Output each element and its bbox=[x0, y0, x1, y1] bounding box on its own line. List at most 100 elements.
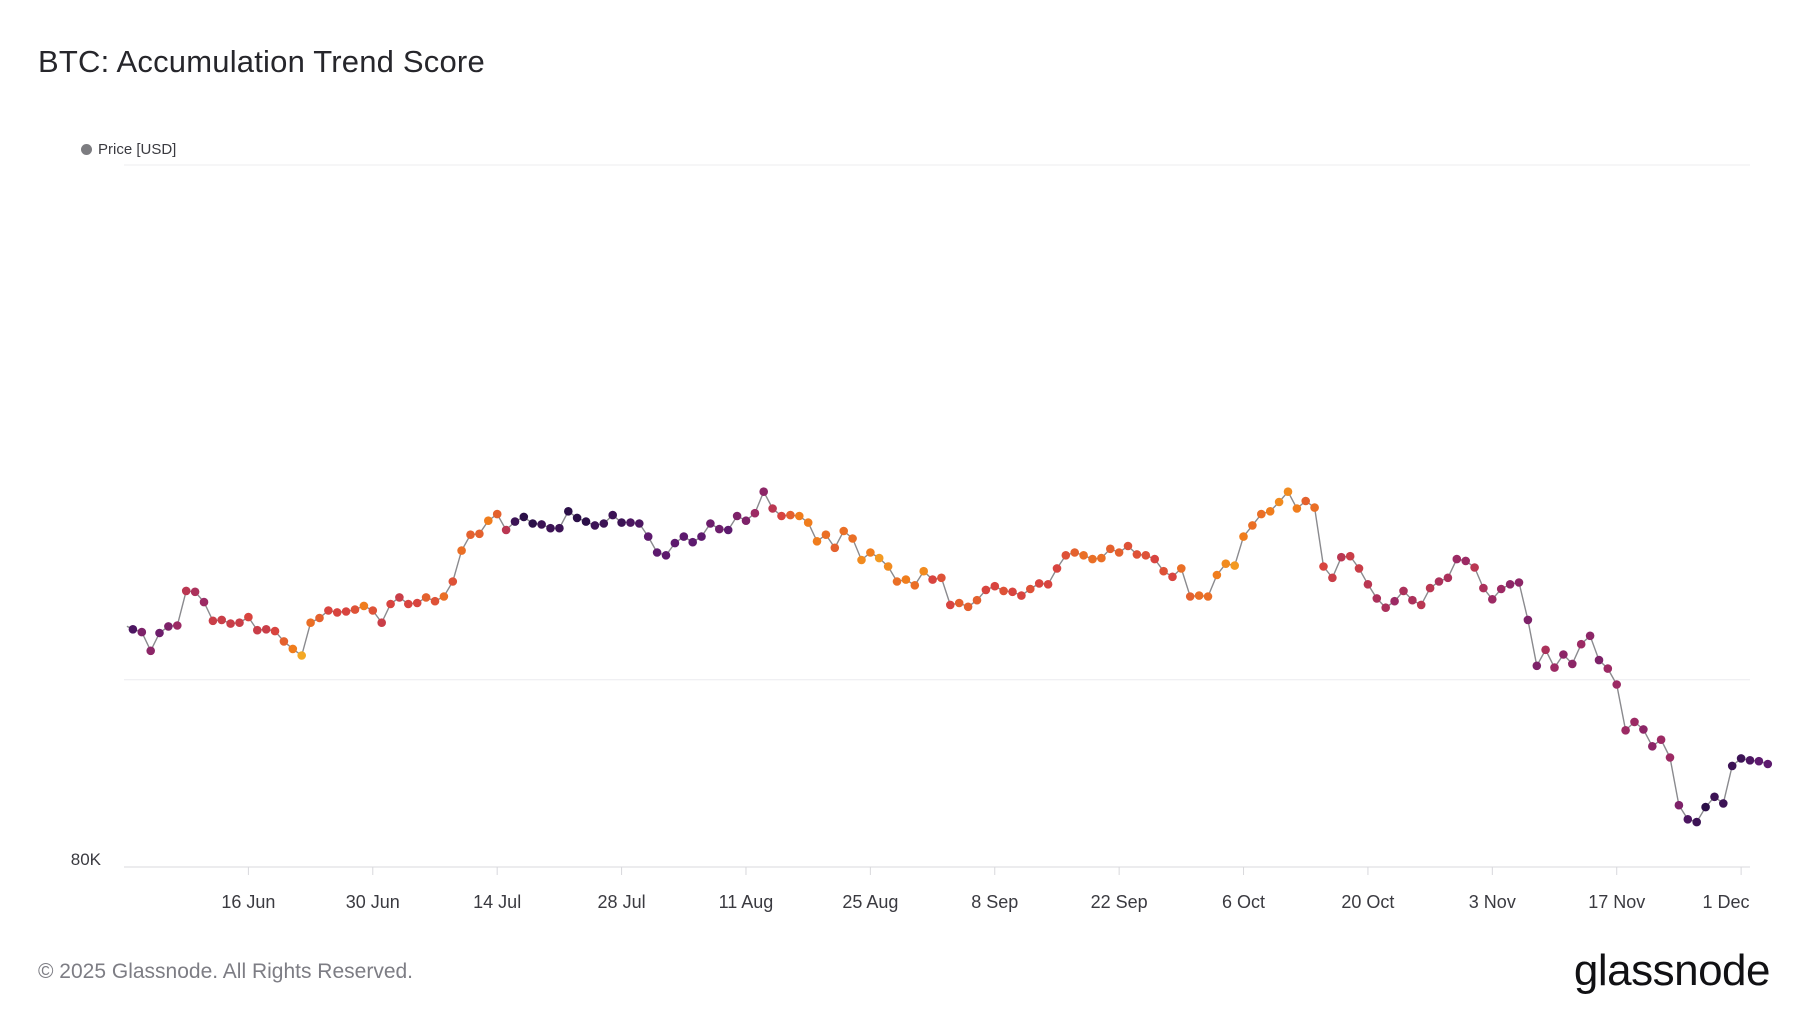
data-point bbox=[1230, 561, 1239, 570]
data-point bbox=[617, 518, 626, 527]
data-point bbox=[252, 625, 262, 635]
data-point bbox=[466, 530, 475, 539]
data-point bbox=[564, 507, 573, 516]
data-point bbox=[697, 532, 706, 541]
data-point bbox=[715, 524, 724, 534]
data-point bbox=[981, 585, 991, 595]
data-point bbox=[235, 618, 244, 627]
data-point bbox=[1648, 742, 1657, 751]
data-point bbox=[963, 602, 973, 612]
data-point bbox=[510, 517, 520, 526]
data-point bbox=[306, 618, 315, 627]
data-point bbox=[1541, 645, 1550, 655]
data-point bbox=[1505, 580, 1515, 589]
data-point bbox=[1283, 487, 1293, 497]
data-point bbox=[1097, 553, 1106, 563]
legend-dot-icon bbox=[81, 144, 92, 155]
legend-label: Price [USD] bbox=[98, 141, 177, 158]
data-point bbox=[1177, 564, 1186, 573]
data-point bbox=[1017, 591, 1026, 600]
data-point bbox=[1630, 717, 1639, 727]
data-point bbox=[1496, 584, 1506, 594]
data-point bbox=[350, 605, 360, 614]
data-point bbox=[1585, 631, 1595, 641]
data-point bbox=[848, 534, 857, 543]
x-tick-label-12: 1 Dec bbox=[1702, 892, 1749, 912]
data-point bbox=[1292, 504, 1302, 513]
data-point bbox=[821, 530, 831, 539]
data-point bbox=[315, 613, 324, 623]
data-point bbox=[1043, 580, 1053, 589]
data-point bbox=[1052, 564, 1062, 573]
data-point bbox=[1008, 587, 1017, 597]
data-point bbox=[217, 615, 226, 625]
data-point bbox=[1399, 586, 1408, 596]
data-point bbox=[741, 516, 751, 525]
data-point bbox=[546, 523, 555, 533]
data-point bbox=[484, 516, 493, 525]
data-point bbox=[1079, 551, 1088, 560]
data-point bbox=[1763, 759, 1773, 769]
data-point bbox=[990, 581, 1000, 591]
data-point bbox=[670, 538, 680, 548]
data-point bbox=[635, 519, 644, 528]
data-point bbox=[412, 598, 422, 608]
data-point bbox=[830, 543, 840, 553]
x-tick-label-4: 11 Aug bbox=[719, 892, 774, 912]
data-point bbox=[919, 566, 928, 576]
data-point bbox=[1168, 572, 1177, 582]
legend[interactable]: Price [USD] bbox=[81, 141, 176, 158]
data-point bbox=[279, 637, 289, 646]
data-point bbox=[1692, 817, 1701, 827]
data-point bbox=[1727, 761, 1737, 771]
x-tick-label-10: 3 Nov bbox=[1469, 892, 1516, 912]
data-point bbox=[190, 587, 200, 597]
data-point bbox=[555, 523, 564, 533]
data-point bbox=[883, 562, 893, 571]
data-point bbox=[528, 519, 537, 528]
data-point bbox=[1745, 756, 1755, 765]
data-point bbox=[1088, 554, 1097, 564]
data-point bbox=[395, 593, 404, 602]
y-tick-label-0: 80K bbox=[71, 850, 102, 869]
data-point bbox=[1674, 800, 1684, 810]
data-point bbox=[244, 612, 253, 622]
data-point bbox=[1523, 615, 1533, 625]
data-point bbox=[1310, 503, 1319, 512]
data-point bbox=[404, 599, 413, 609]
data-point bbox=[972, 595, 982, 605]
data-point bbox=[1656, 735, 1666, 744]
data-point bbox=[1425, 583, 1435, 593]
data-point bbox=[181, 586, 191, 596]
data-point bbox=[626, 518, 635, 527]
x-tick-label-1: 30 Jun bbox=[346, 892, 400, 912]
data-point bbox=[226, 619, 235, 628]
data-point bbox=[759, 487, 768, 497]
data-point bbox=[448, 577, 458, 586]
data-point bbox=[768, 504, 777, 513]
data-point bbox=[1239, 532, 1248, 541]
data-point bbox=[1701, 802, 1710, 812]
data-point bbox=[786, 510, 795, 520]
data-point bbox=[652, 548, 662, 557]
data-point bbox=[1416, 600, 1426, 610]
data-point bbox=[199, 597, 209, 607]
x-tick-label-9: 20 Oct bbox=[1341, 892, 1394, 912]
chart-title: BTC: Accumulation Trend Score bbox=[38, 44, 485, 79]
price-line bbox=[126, 490, 1769, 823]
data-point bbox=[1212, 570, 1222, 580]
data-point bbox=[288, 644, 298, 654]
data-point bbox=[270, 626, 280, 636]
data-point bbox=[1665, 753, 1675, 762]
data-point bbox=[1319, 562, 1328, 571]
data-point bbox=[146, 646, 155, 656]
data-point bbox=[1532, 661, 1542, 671]
data-point bbox=[590, 521, 600, 530]
data-point bbox=[679, 532, 689, 541]
data-point bbox=[1114, 548, 1124, 557]
data-point bbox=[1408, 595, 1417, 605]
x-tick-label-5: 25 Aug bbox=[842, 892, 898, 912]
x-tick-label-0: 16 Jun bbox=[221, 892, 275, 912]
data-point bbox=[1070, 548, 1079, 557]
